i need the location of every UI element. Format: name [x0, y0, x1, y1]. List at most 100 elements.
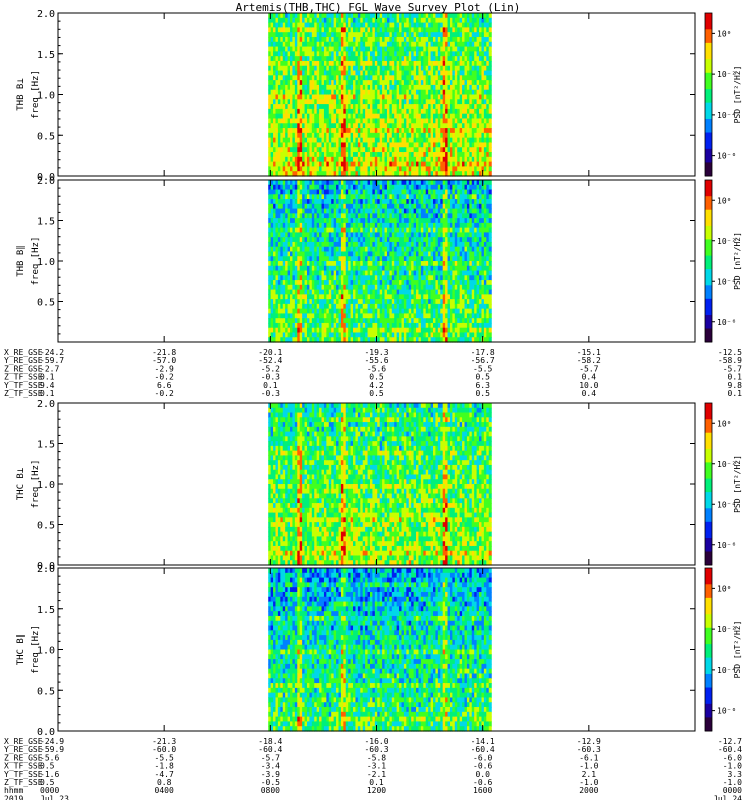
spectrogram-cell: [401, 132, 405, 139]
spectrogram-cell: [384, 142, 388, 148]
spectrogram-cell: [379, 232, 383, 238]
spectrogram-cell: [319, 222, 323, 229]
spectrogram-cell: [369, 65, 374, 72]
spectrogram-cell: [401, 89, 405, 96]
spectrogram-cell: [287, 60, 291, 67]
spectrogram-cell: [406, 70, 410, 76]
spectrogram-cell: [454, 51, 458, 57]
spectrogram-cell: [304, 218, 308, 224]
spectrogram-cell: [290, 308, 294, 315]
spectrogram-cell: [423, 94, 427, 100]
spectrogram-cell: [304, 294, 308, 300]
spectrogram-cell: [479, 84, 483, 91]
spectrogram-cell: [449, 89, 453, 96]
spectrogram-cell: [474, 132, 478, 139]
spectrogram-cell: [362, 313, 366, 319]
spectrogram-cell: [360, 118, 364, 124]
spectrogram-cell: [309, 237, 313, 243]
spectrogram-cell: [350, 89, 354, 96]
spectrogram-cell: [379, 213, 383, 219]
spectrogram-cell: [457, 36, 461, 43]
spectrogram-cell: [338, 70, 342, 76]
spectrogram-cell: [357, 203, 361, 210]
spectrogram-cell: [440, 171, 444, 177]
spectrogram-cell: [302, 184, 306, 191]
colorbar-step: [705, 64, 712, 68]
spectrogram-cell: [321, 251, 325, 257]
spectrogram-cell: [382, 113, 386, 120]
spectrogram-cell: [369, 161, 374, 168]
spectrogram-cell: [416, 142, 420, 148]
spectrogram-cell: [294, 218, 298, 224]
spectrogram-cell: [275, 147, 279, 153]
spectrogram-cell: [287, 284, 291, 291]
spectrogram-cell: [362, 299, 366, 305]
spectrogram-cell: [348, 280, 352, 286]
spectrogram-cell: [488, 113, 492, 120]
spectrogram-cell: [452, 108, 456, 115]
spectrogram-cell: [389, 237, 393, 243]
spectrogram-cell: [457, 80, 461, 86]
spectrogram-cell: [406, 32, 410, 38]
spectrogram-cell: [389, 132, 393, 139]
spectrogram-cell: [299, 327, 303, 334]
spectrogram-cell: [297, 222, 301, 229]
spectrogram-cell: [311, 208, 315, 214]
spectrogram-cell: [399, 60, 403, 67]
spectrogram-cell: [420, 147, 424, 153]
colorbar-frame: [704, 12, 713, 177]
spectrogram-cell: [287, 113, 291, 120]
spectrogram-cell: [277, 166, 281, 172]
spectrogram-cell: [282, 108, 286, 115]
spectrogram-cell: [355, 241, 359, 248]
spectrogram-cell: [290, 322, 294, 329]
spectrogram-cell: [311, 222, 315, 229]
spectrogram-cell: [459, 161, 463, 168]
spectrogram-cell: [408, 118, 412, 124]
spectrogram-cell: [326, 222, 330, 229]
spectrogram-cell: [304, 65, 308, 72]
spectrogram-cell: [294, 184, 298, 191]
spectrogram-cell: [328, 303, 332, 310]
spectrogram-cell: [377, 241, 381, 248]
spectrogram-cell: [336, 194, 340, 200]
spectrogram-cell: [277, 303, 281, 310]
spectrogram-cell: [326, 299, 330, 305]
spectrogram-cell: [413, 51, 417, 57]
spectrogram-cell: [372, 123, 376, 129]
spectrogram-cell: [277, 80, 281, 86]
spectrogram-cell: [488, 17, 492, 24]
spectrogram-cell: [437, 161, 441, 168]
spectrogram-cell: [336, 213, 340, 219]
spectrogram-cell: [343, 299, 347, 305]
spectrogram-cell: [268, 189, 272, 195]
spectrogram-cell: [314, 270, 318, 276]
spectrogram-cell: [360, 142, 364, 148]
spectrogram-cell: [331, 232, 335, 238]
spectrogram-cell: [304, 327, 308, 334]
spectrogram-cell: [331, 237, 335, 243]
spectrogram-cell: [399, 108, 403, 115]
spectrogram-cell: [282, 337, 286, 343]
spectrogram-cell: [401, 113, 405, 120]
spectrogram-cell: [336, 241, 340, 248]
spectrogram-cell: [282, 17, 286, 24]
spectrogram-cell: [348, 104, 352, 110]
spectrogram-cell: [389, 36, 393, 43]
spectrogram-cell: [338, 208, 342, 214]
spectrogram-cell: [328, 199, 332, 205]
spectrogram-cell: [304, 108, 308, 115]
spectrogram-cell: [277, 256, 281, 262]
spectrogram-cell: [369, 303, 374, 310]
spectrogram-cell: [316, 166, 320, 172]
spectrogram-cell: [331, 203, 335, 210]
colorbar-step: [705, 146, 712, 150]
spectrogram-cell: [345, 289, 349, 295]
spectrogram-cell: [360, 51, 364, 57]
spectrogram-cell: [454, 84, 458, 91]
spectrogram-cell: [299, 99, 303, 105]
spectrogram-cell: [280, 147, 284, 153]
y-tick-label: 0.5: [37, 131, 55, 142]
spectrogram-cell: [268, 41, 272, 48]
spectrogram-cell: [367, 189, 371, 195]
